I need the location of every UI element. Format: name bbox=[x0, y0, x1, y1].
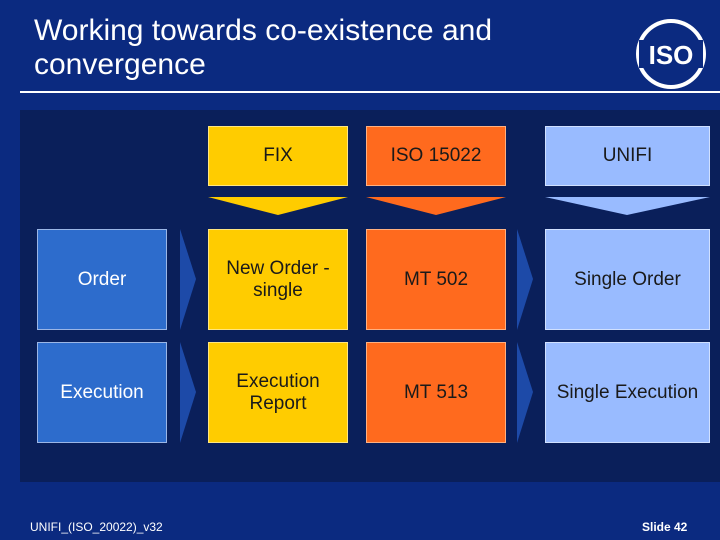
down-arrow-unifi bbox=[545, 197, 710, 215]
row-label-order: Order bbox=[37, 229, 167, 330]
column-header-iso: ISO 15022 bbox=[366, 126, 506, 186]
svg-text:ISO: ISO bbox=[649, 40, 694, 70]
column-header-unifi: UNIFI bbox=[545, 126, 710, 186]
cell-iso-execution: MT 513 bbox=[366, 342, 506, 443]
cell-unifi-order: Single Order bbox=[545, 229, 710, 330]
cell-fix-execution: Execution Report bbox=[208, 342, 348, 443]
right-chevron-order-2 bbox=[517, 229, 533, 330]
cell-unifi-execution: Single Execution bbox=[545, 342, 710, 443]
slide-title: Working towards co-existence and converg… bbox=[34, 14, 492, 81]
row-label-execution: Execution bbox=[37, 342, 167, 443]
cell-iso-order: MT 502 bbox=[366, 229, 506, 330]
footer-document-id: UNIFI_(ISO_20022)_v32 bbox=[30, 520, 163, 534]
title-divider bbox=[20, 91, 720, 93]
cell-fix-order: New Order - single bbox=[208, 229, 348, 330]
right-chevron-execution-2 bbox=[517, 342, 533, 443]
right-chevron-execution-1 bbox=[180, 342, 196, 443]
down-arrow-iso bbox=[366, 197, 506, 215]
right-chevron-order-1 bbox=[180, 229, 196, 330]
down-arrow-fix bbox=[208, 197, 348, 215]
slide-number: Slide 42 bbox=[642, 520, 688, 534]
column-header-fix: FIX bbox=[208, 126, 348, 186]
iso-logo-icon: ISO bbox=[636, 19, 706, 89]
